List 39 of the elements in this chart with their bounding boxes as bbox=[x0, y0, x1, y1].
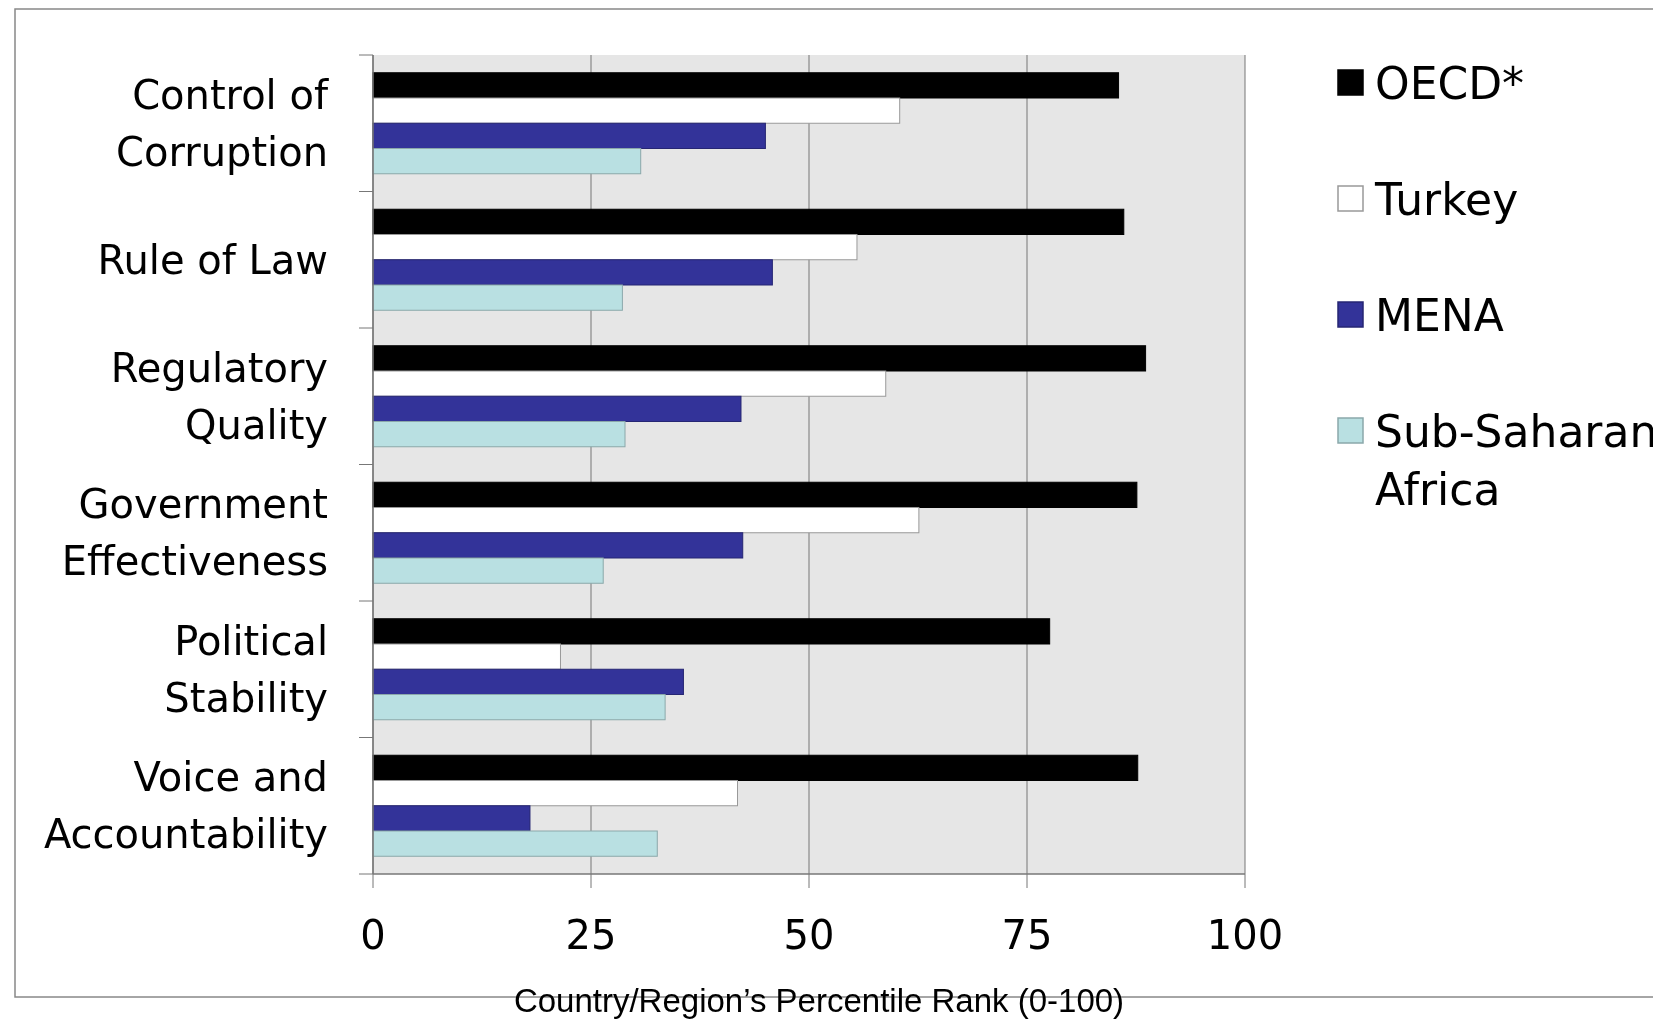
bar bbox=[372, 643, 561, 670]
bar bbox=[372, 148, 642, 175]
bar bbox=[372, 259, 773, 286]
y-tick-label: Political Stability bbox=[164, 617, 328, 721]
bar bbox=[372, 557, 604, 584]
bar bbox=[372, 370, 887, 397]
bar bbox=[372, 668, 684, 695]
bar bbox=[372, 97, 901, 124]
bar bbox=[372, 694, 666, 721]
bar bbox=[372, 805, 531, 832]
bar bbox=[372, 830, 658, 857]
bar bbox=[372, 72, 1120, 99]
y-tick-label: Regulatory Quality bbox=[110, 344, 328, 448]
bar bbox=[372, 754, 1139, 781]
bar bbox=[372, 507, 920, 534]
x-tick-label: 100 bbox=[1206, 912, 1284, 958]
bar bbox=[372, 284, 623, 311]
bar bbox=[372, 618, 1051, 645]
y-tick-label: Government Effectiveness bbox=[61, 481, 328, 585]
bar bbox=[372, 532, 744, 559]
y-tick-label: Control of Corruption bbox=[116, 71, 329, 175]
bar bbox=[372, 421, 626, 448]
x-axis-title: Country/Region’s Percentile Rank (0-100) bbox=[513, 982, 1125, 1019]
bar bbox=[372, 481, 1138, 508]
x-tick-label: 50 bbox=[783, 912, 835, 958]
legend-label: OECD* bbox=[1375, 58, 1525, 109]
bar bbox=[372, 208, 1125, 235]
bar bbox=[372, 234, 858, 261]
bar bbox=[372, 122, 766, 149]
x-tick-label: 75 bbox=[1001, 912, 1053, 958]
bar bbox=[372, 395, 742, 422]
x-tick-label: 0 bbox=[360, 912, 386, 958]
y-tick-label: Voice and Accountability bbox=[43, 754, 328, 858]
bar bbox=[372, 780, 738, 807]
bar bbox=[372, 345, 1147, 372]
x-tick-label: 25 bbox=[565, 912, 617, 958]
y-tick-label: Rule of Law bbox=[97, 236, 328, 283]
legend-label: MENA bbox=[1375, 290, 1504, 341]
legend-label: Turkey bbox=[1374, 174, 1519, 225]
